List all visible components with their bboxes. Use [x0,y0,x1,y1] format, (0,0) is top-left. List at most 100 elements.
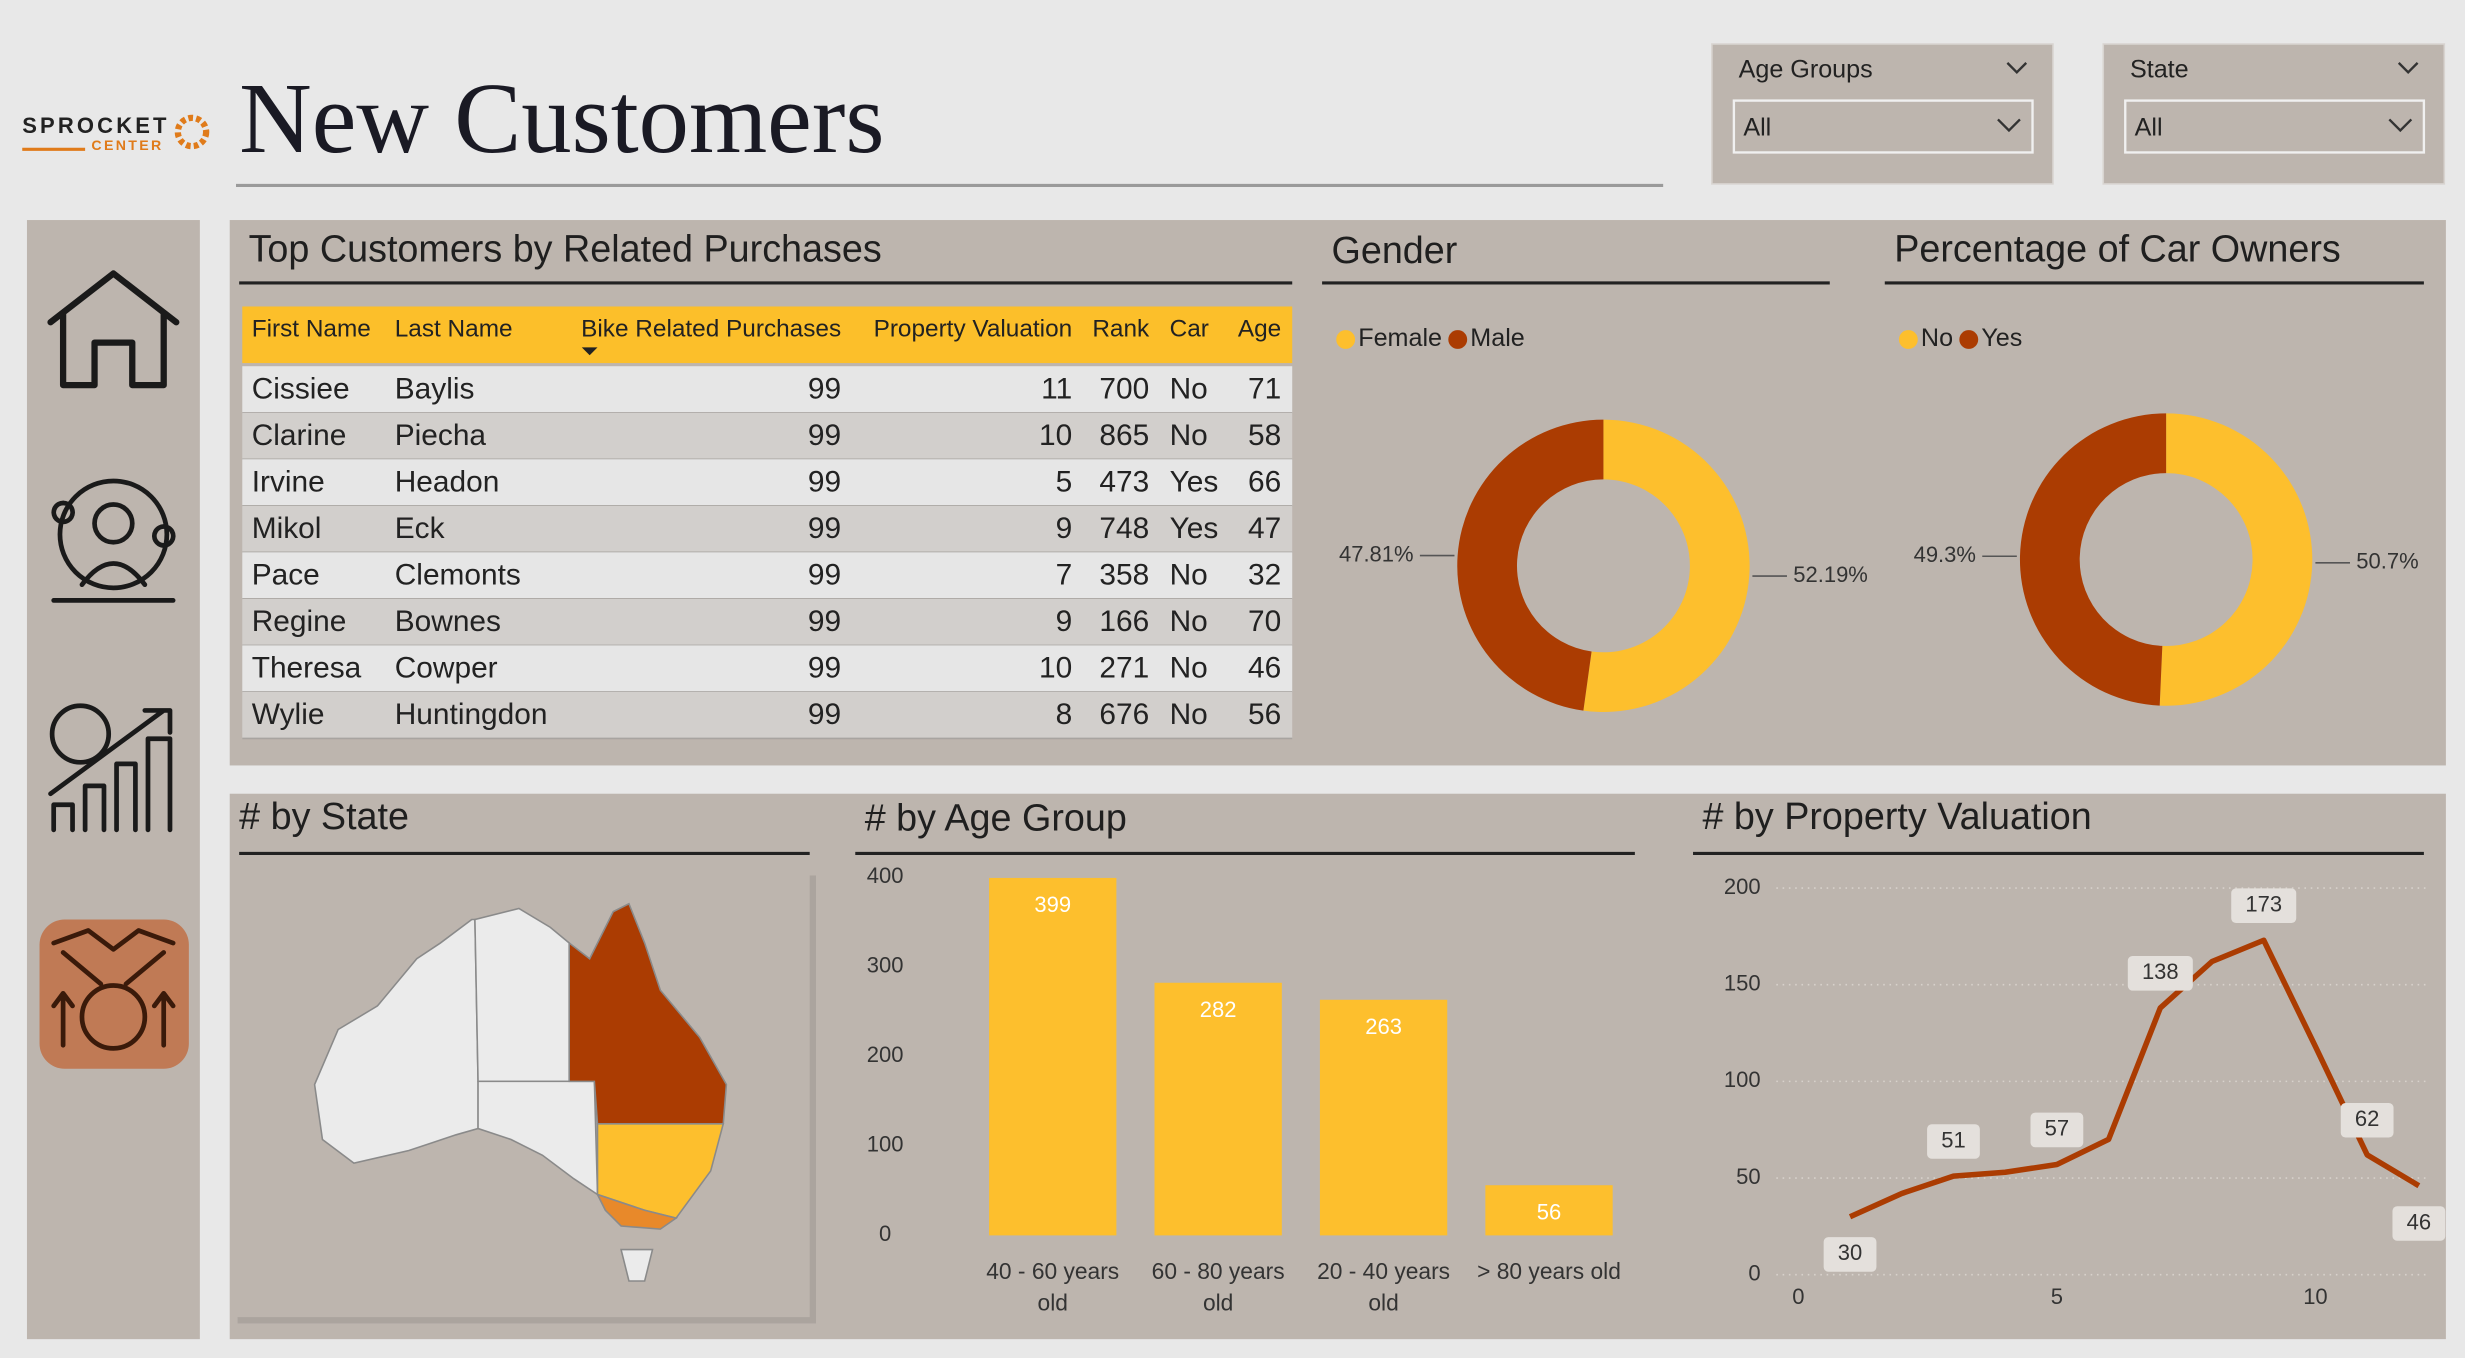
table-cell: 9 [1056,512,1073,545]
data-label: 282 [1200,997,1237,1022]
dropdown[interactable] [1732,99,2034,154]
home-icon[interactable] [47,270,180,389]
column-header[interactable]: Rank [1092,316,1150,343]
donut-segment[interactable] [1457,419,1604,711]
table-cell: Pace [252,559,320,592]
table-cell: 358 [1099,559,1149,592]
legend-label[interactable]: Yes [1981,324,2022,352]
legend-label[interactable]: Male [1470,324,1524,352]
state-sa [477,1080,599,1197]
label-box [1927,1124,1980,1159]
column-header[interactable]: Car [1170,316,1209,343]
table-row [242,691,1293,739]
active-nav[interactable] [39,919,189,1069]
y-tick-label: 50 [1736,1164,1760,1189]
donut-segment[interactable] [1583,419,1750,713]
table-cell: Headon [395,466,500,499]
state-tas [620,1248,654,1282]
customers-icon[interactable] [51,478,176,603]
bar[interactable] [1154,982,1282,1236]
legend-label[interactable]: Female [1358,324,1442,352]
table-cell: Piecha [395,419,487,452]
y-tick-label: 300 [867,952,904,977]
data-label: 30 [1838,1240,1862,1265]
purchases-icon [51,928,176,1051]
label-box [2127,956,2193,991]
page-title: New Customers [239,62,884,174]
table-cell: 865 [1099,419,1149,452]
table-cell: 748 [1099,512,1149,545]
coin-glyph [79,983,148,1051]
donut-segment[interactable] [2159,413,2313,706]
state-vic [595,1193,678,1230]
table-cell: Yes [1170,512,1219,545]
bar[interactable] [1319,999,1448,1236]
bar[interactable] [1485,1185,1613,1236]
table-cell: No [1170,698,1208,731]
table-row [242,366,1293,413]
y-tick-label: 0 [1748,1261,1760,1286]
x-tick-label: 20 - 40 years old [1317,1258,1450,1315]
section-title: # by State [239,795,409,837]
table-cell: 99 [808,605,841,638]
data-label: 52.19% [1793,562,1868,587]
dropdown-value: All [2135,114,2163,142]
column-header[interactable]: Property Valuation [874,316,1073,343]
column-header[interactable]: First Name [252,316,371,343]
column-header[interactable]: Last Name [395,316,513,343]
column-header[interactable]: Age [1238,316,1281,343]
logo-gear [174,114,210,150]
table-cell: 70 [1248,605,1281,638]
data-label: 138 [2142,959,2179,984]
logo-text: SPROCKET [22,113,169,138]
chevron [2006,62,2028,74]
table-cell: 9 [1056,605,1073,638]
table-cell: 676 [1099,698,1149,731]
table-row [242,412,1293,460]
x-tick-label: > 80 years old [1477,1258,1621,1284]
table-cell: 58 [1248,419,1281,452]
sort-arrow [581,347,598,356]
table-cell: 99 [808,372,841,405]
table-cell: Bownes [395,605,501,638]
table-cell: 7 [1056,559,1073,592]
data-label: 56 [1537,1199,1561,1224]
table-cell: 99 [808,512,841,545]
y-tick-label: 100 [1724,1067,1761,1092]
line-series[interactable] [1848,937,2421,1220]
table-cell: Clemonts [395,559,521,592]
y-tick-label: 150 [1724,971,1761,996]
table-row [242,552,1293,599]
growth-icon[interactable] [48,703,173,833]
filter-label: State [2130,55,2189,83]
map [313,902,728,1282]
legend-swatch [1959,330,1979,349]
y-tick-label: 400 [867,863,904,888]
section-title: # by Property Valuation [1702,795,2091,837]
table-cell: 11 [1041,372,1072,405]
y-tick-label: 100 [867,1132,904,1157]
filters: Age Groups All State All [1711,43,2446,185]
legend-swatch [1448,330,1468,349]
table-cell: Cowper [395,652,498,685]
donut-segment[interactable] [2019,413,2167,706]
x-tick-label: 10 [2303,1284,2327,1309]
table-cell: No [1170,652,1208,685]
table-row [242,459,1293,506]
coin-glyph [49,703,112,765]
dropdown[interactable] [2124,99,2426,154]
table-cell: Cissiee [252,372,350,405]
table-cell: Theresa [252,652,362,685]
data-label: 47.81% [1339,541,1414,566]
column-header[interactable]: Bike Related Purchases [581,316,841,343]
legend-label[interactable]: No [1921,324,1953,352]
table-cell: 46 [1248,652,1281,685]
table-cell: 99 [808,419,841,452]
legend-swatch [1336,330,1356,349]
table-cell: Irvine [252,466,325,499]
x-tick-label: 5 [2051,1284,2063,1309]
bar[interactable] [989,877,1117,1236]
section-title: Top Customers by Related Purchases [249,227,882,269]
